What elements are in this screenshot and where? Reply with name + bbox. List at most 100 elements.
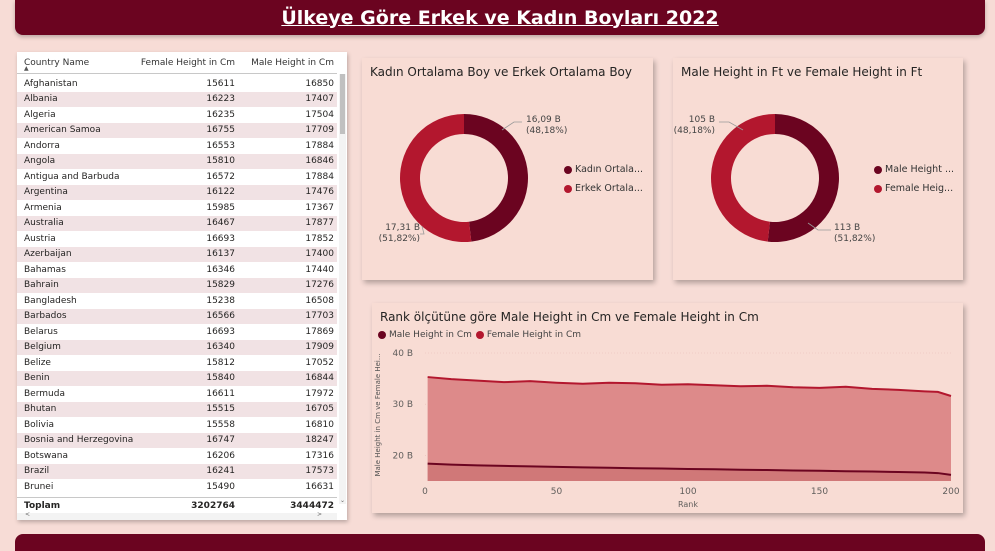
cell-female: 16553 <box>206 140 235 151</box>
cell-male: 16846 <box>305 156 334 167</box>
cell-female: 16346 <box>206 264 235 275</box>
donut2-legend-female[interactable]: Female Heig... <box>874 183 953 194</box>
table-row[interactable]: Bahamas 16346 17440 <box>17 262 337 278</box>
cell-country: American Samoa <box>24 125 101 136</box>
cell-country: Bhutan <box>24 404 57 415</box>
table-row[interactable]: Argentina 16122 17476 <box>17 184 337 200</box>
donut-card-height-ft[interactable]: Male Height in Ft ve Female Height in Ft… <box>673 58 963 280</box>
table-row[interactable]: Brunei 15490 16631 <box>17 479 337 495</box>
cell-country: Barbados <box>24 311 67 322</box>
cell-country: Afghanistan <box>24 78 78 89</box>
donut1-slice-1[interactable] <box>400 114 472 242</box>
cell-male: 17884 <box>305 140 334 151</box>
legend-label: Female Heig... <box>885 183 954 194</box>
table-horizontal-scrollbar[interactable]: < > <box>17 511 337 520</box>
table-row[interactable]: American Samoa 16755 17709 <box>17 122 337 138</box>
table-row[interactable]: Australia 16467 17877 <box>17 215 337 231</box>
table-row[interactable]: Antigua and Barbuda 16572 17884 <box>17 169 337 185</box>
donut2-label-male-value: 113 B <box>834 223 861 233</box>
column-header-female[interactable]: Female Height in Cm <box>140 57 235 68</box>
cell-female: 15810 <box>206 156 235 167</box>
table-row[interactable]: Angola 15810 16846 <box>17 153 337 169</box>
cell-country: Belize <box>24 357 51 368</box>
table-row[interactable]: Bolivia 15558 16810 <box>17 417 337 433</box>
x-tick-label: 50 <box>551 487 563 497</box>
table-row[interactable]: Barbados 16566 17703 <box>17 308 337 324</box>
area-chart-card[interactable]: Rank ölçütüne göre Male Height in Cm ve … <box>372 303 963 513</box>
table-row[interactable]: Bosnia and Herzegovina 16747 18247 <box>17 432 337 448</box>
donut1-legend-erkek[interactable]: Erkek Ortala... <box>564 183 643 194</box>
table-row[interactable]: Bermuda 16611 17972 <box>17 386 337 402</box>
column-header-country[interactable]: Country Name <box>24 57 90 68</box>
x-tick-label: 0 <box>422 487 428 497</box>
cell-country: Algeria <box>24 109 56 120</box>
legend-female[interactable]: Female Height in Cm <box>475 330 581 340</box>
cell-female: 15238 <box>206 295 235 306</box>
donut2-leader-male <box>807 222 831 231</box>
table-row[interactable]: Belgium 16340 17909 <box>17 339 337 355</box>
donut2-legend-male[interactable]: Male Height ... <box>874 164 954 175</box>
table-total-row: Toplam 3202764 3444472 <box>17 497 337 513</box>
cell-female: 15985 <box>206 202 235 213</box>
table-row[interactable]: Brazil 16241 17573 <box>17 463 337 479</box>
scroll-thumb[interactable] <box>340 74 345 134</box>
y-tick-label: 30 B <box>393 400 414 410</box>
donut1-slice-0[interactable] <box>464 114 529 242</box>
scroll-right-icon[interactable]: > <box>317 511 323 518</box>
dashboard-title-bar: Ülkeye Göre Erkek ve Kadın Boyları 2022 <box>15 0 985 35</box>
donut2-chart[interactable] <box>673 58 963 280</box>
donut1-label-kadin-pct: (48,18%) <box>526 126 568 136</box>
area-chart[interactable]: 20 B 30 B 40 B 0 50 100 150 200 Rank <box>372 303 963 513</box>
table-row[interactable]: Algeria 16235 17504 <box>17 107 337 123</box>
country-height-table[interactable]: Country Name Female Height in Cm Male He… <box>17 52 347 520</box>
table-body: Afghanistan 15611 16850 Albania 16223 17407 Al… <box>17 76 337 495</box>
table-row[interactable]: Bangladesh 15238 16508 <box>17 293 337 309</box>
donut1-legend-kadin[interactable]: Kadın Ortala... <box>564 164 643 175</box>
table-header: Country Name Female Height in Cm Male He… <box>17 52 337 74</box>
table-row[interactable]: Bhutan 15515 16705 <box>17 401 337 417</box>
cell-male: 17703 <box>305 311 334 322</box>
donut2-label-female: 105 B (48,18%) <box>673 115 715 137</box>
donut1-leader-kadin <box>501 121 522 131</box>
donut2-label-male: 113 B (51,82%) <box>834 223 875 245</box>
scroll-left-icon[interactable]: < <box>25 511 31 518</box>
cell-country: Brazil <box>24 466 50 477</box>
cell-country: Andorra <box>24 140 60 151</box>
cell-female: 16206 <box>206 450 235 461</box>
sort-ascending-icon[interactable]: ▲ <box>24 65 29 72</box>
legend-label: Kadın Ortala... <box>575 164 644 175</box>
table-row[interactable]: Botswana 16206 17316 <box>17 448 337 464</box>
legend-label: Erkek Ortala... <box>575 183 643 194</box>
table-row[interactable]: Armenia 15985 17367 <box>17 200 337 216</box>
table-vertical-scrollbar[interactable]: ⌄ <box>339 74 346 504</box>
scroll-down-icon[interactable]: ⌄ <box>339 497 346 504</box>
table-row[interactable]: Austria 16693 17852 <box>17 231 337 247</box>
x-tick-label: 150 <box>811 487 828 497</box>
cell-country: Bermuda <box>24 388 65 399</box>
total-male: 3444472 <box>290 500 334 511</box>
donut1-chart[interactable] <box>362 58 653 280</box>
area-chart-title: Rank ölçütüne göre Male Height in Cm ve … <box>380 310 759 324</box>
donut2-slice-1[interactable] <box>710 114 775 242</box>
table-row[interactable]: Bahrain 15829 17276 <box>17 277 337 293</box>
donut-card-average-height[interactable]: Kadın Ortalama Boy ve Erkek Ortalama Boy… <box>362 58 653 280</box>
cell-country: Bolivia <box>24 419 55 430</box>
column-header-male[interactable]: Male Height in Cm <box>251 57 334 68</box>
table-row[interactable]: Benin 15840 16844 <box>17 370 337 386</box>
table-row[interactable]: Andorra 16553 17884 <box>17 138 337 154</box>
table-row[interactable]: Afghanistan 15611 16850 <box>17 76 337 92</box>
cell-female: 15515 <box>206 404 235 415</box>
cell-male: 17909 <box>305 342 334 353</box>
donut1-label-kadin: 16,09 B (48,18%) <box>526 115 567 137</box>
table-row[interactable]: Belarus 16693 17869 <box>17 324 337 340</box>
cell-male: 17884 <box>305 171 334 182</box>
donut2-label-male-pct: (51,82%) <box>834 234 876 244</box>
table-row[interactable]: Albania 16223 17407 <box>17 91 337 107</box>
area-chart-legend: Male Height in Cm Female Height in Cm <box>378 330 581 340</box>
table-row[interactable]: Azerbaijan 16137 17400 <box>17 246 337 262</box>
legend-dot-icon <box>564 165 572 174</box>
table-row[interactable]: Belize 15812 17052 <box>17 355 337 371</box>
legend-male[interactable]: Male Height in Cm <box>378 330 472 340</box>
legend-label: Male Height ... <box>885 164 955 175</box>
donut2-slice-0[interactable] <box>767 114 839 242</box>
